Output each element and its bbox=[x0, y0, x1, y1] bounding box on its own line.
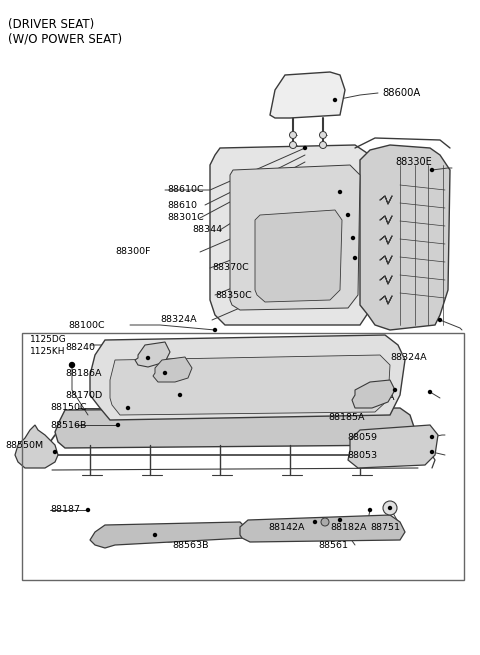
Circle shape bbox=[394, 388, 396, 392]
Polygon shape bbox=[360, 145, 450, 330]
Text: 88059: 88059 bbox=[347, 432, 377, 441]
Text: 88150C: 88150C bbox=[50, 403, 86, 413]
Circle shape bbox=[338, 519, 341, 521]
Text: 88053: 88053 bbox=[347, 451, 377, 460]
Circle shape bbox=[431, 436, 433, 438]
Text: 88301C: 88301C bbox=[167, 214, 204, 223]
Polygon shape bbox=[135, 342, 170, 367]
Text: 88970A: 88970A bbox=[358, 394, 395, 403]
Circle shape bbox=[303, 147, 307, 149]
Polygon shape bbox=[255, 210, 342, 302]
Circle shape bbox=[439, 318, 442, 322]
Polygon shape bbox=[270, 72, 345, 118]
Polygon shape bbox=[348, 425, 438, 468]
Circle shape bbox=[383, 501, 397, 515]
Text: 88350C: 88350C bbox=[215, 291, 252, 299]
Text: 88170D: 88170D bbox=[65, 390, 102, 400]
Polygon shape bbox=[210, 145, 375, 325]
Text: 88300F: 88300F bbox=[115, 248, 151, 257]
Circle shape bbox=[117, 424, 120, 426]
Text: 88100C: 88100C bbox=[68, 320, 105, 329]
Polygon shape bbox=[352, 380, 395, 408]
Circle shape bbox=[53, 451, 57, 453]
Circle shape bbox=[164, 371, 167, 375]
Text: 88370C: 88370C bbox=[212, 263, 249, 272]
Circle shape bbox=[321, 518, 329, 526]
Circle shape bbox=[320, 141, 326, 149]
Text: 88550M: 88550M bbox=[5, 441, 43, 449]
Text: 88610C: 88610C bbox=[167, 185, 204, 195]
Text: 88240: 88240 bbox=[65, 343, 95, 352]
Text: 88187: 88187 bbox=[50, 506, 80, 514]
Text: 88516B: 88516B bbox=[50, 421, 86, 430]
Circle shape bbox=[179, 394, 181, 396]
Polygon shape bbox=[230, 165, 360, 310]
Text: (DRIVER SEAT): (DRIVER SEAT) bbox=[8, 18, 94, 31]
Circle shape bbox=[388, 506, 392, 510]
Circle shape bbox=[353, 257, 357, 259]
Text: 88182A: 88182A bbox=[330, 523, 367, 533]
Text: 88751: 88751 bbox=[370, 523, 400, 533]
Text: 88186A: 88186A bbox=[65, 369, 101, 377]
Circle shape bbox=[369, 508, 372, 512]
Circle shape bbox=[313, 521, 316, 523]
Circle shape bbox=[431, 168, 433, 172]
Text: 88563B: 88563B bbox=[172, 542, 208, 550]
Circle shape bbox=[127, 407, 130, 409]
Polygon shape bbox=[15, 425, 58, 468]
Text: 88600A: 88600A bbox=[382, 88, 420, 98]
Text: 88324A: 88324A bbox=[390, 354, 427, 362]
Circle shape bbox=[338, 191, 341, 193]
Circle shape bbox=[289, 132, 297, 138]
Text: 88324A: 88324A bbox=[160, 316, 197, 324]
Text: 88330E: 88330E bbox=[395, 157, 432, 167]
Text: 88561: 88561 bbox=[318, 542, 348, 550]
Circle shape bbox=[334, 98, 336, 102]
Circle shape bbox=[429, 390, 432, 394]
Circle shape bbox=[146, 356, 149, 360]
Text: 88344: 88344 bbox=[192, 225, 222, 234]
Polygon shape bbox=[90, 522, 248, 548]
Circle shape bbox=[347, 214, 349, 217]
Text: 88185A: 88185A bbox=[328, 413, 364, 422]
Circle shape bbox=[214, 329, 216, 331]
Circle shape bbox=[86, 508, 89, 512]
Polygon shape bbox=[240, 515, 405, 542]
Polygon shape bbox=[55, 408, 415, 448]
Circle shape bbox=[351, 236, 355, 240]
Text: 88142A: 88142A bbox=[268, 523, 304, 533]
Polygon shape bbox=[90, 335, 405, 420]
Circle shape bbox=[70, 362, 74, 367]
Circle shape bbox=[154, 534, 156, 536]
Circle shape bbox=[431, 451, 433, 453]
Text: 1125DG: 1125DG bbox=[30, 335, 67, 345]
Text: (W/O POWER SEAT): (W/O POWER SEAT) bbox=[8, 32, 122, 45]
Text: 88610: 88610 bbox=[167, 200, 197, 210]
Text: 1125KH: 1125KH bbox=[30, 348, 65, 356]
Polygon shape bbox=[110, 355, 390, 415]
Circle shape bbox=[320, 132, 326, 138]
Circle shape bbox=[289, 141, 297, 149]
Polygon shape bbox=[153, 357, 192, 382]
Bar bbox=[22, 333, 464, 580]
